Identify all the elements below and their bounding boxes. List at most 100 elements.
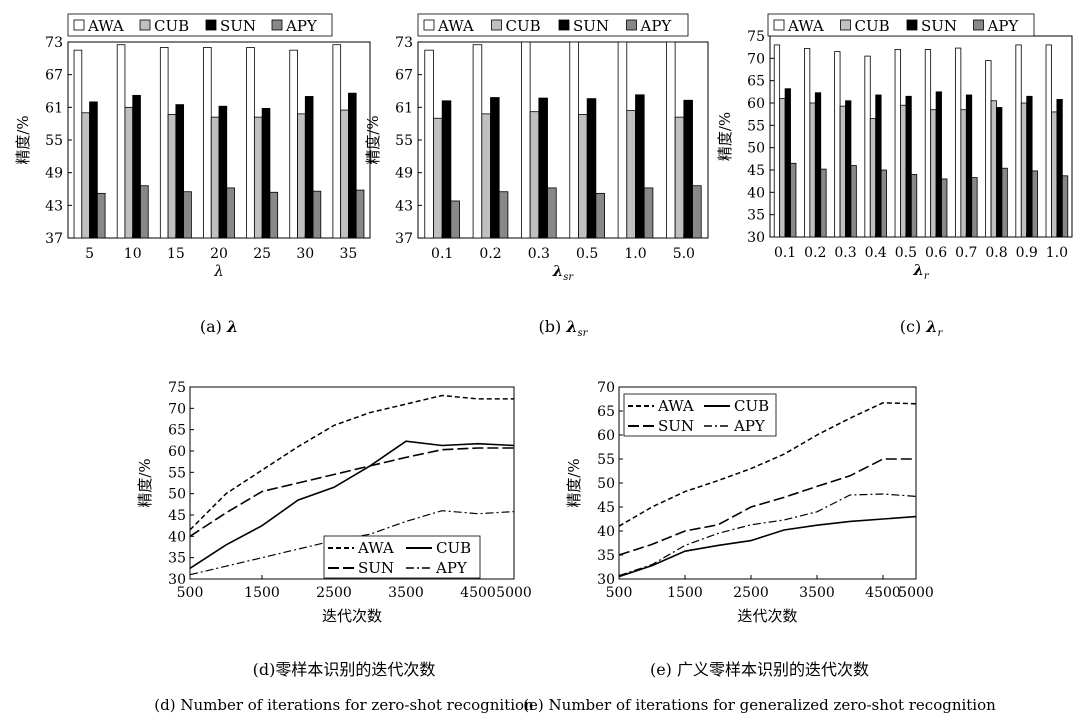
legend-swatch-apy	[626, 19, 637, 31]
legend-label-sun: SUN	[573, 17, 609, 35]
x-tick-label: 0.3	[834, 245, 856, 261]
y-tick-label: 40	[747, 185, 765, 201]
y-tick-label: 55	[597, 452, 615, 468]
legend-frame	[323, 535, 481, 579]
bar-apy	[820, 168, 827, 238]
bar-cub	[626, 110, 636, 239]
y-tick-label: 45	[597, 500, 615, 516]
bar-cub	[990, 100, 997, 238]
x-tick-label: 5000	[898, 585, 934, 601]
series-line-cub	[189, 440, 515, 569]
y-tick-label: 45	[168, 508, 186, 524]
bar-apy	[183, 191, 192, 239]
y-tick-label: 61	[45, 100, 63, 116]
legend-label-apy: APY	[285, 17, 318, 35]
bar-sun	[304, 96, 314, 239]
bar-awa	[955, 47, 962, 238]
bar-sun	[875, 94, 882, 238]
bar-apy	[355, 189, 365, 239]
x-tick-label: 0.9	[1016, 245, 1038, 261]
y-tick-label: 73	[395, 35, 413, 51]
bar-apy	[450, 200, 460, 239]
bar-awa	[894, 49, 901, 238]
x-axis-label: 迭代次数	[322, 607, 382, 625]
bar-cub	[960, 109, 967, 238]
bar-cub	[674, 116, 685, 239]
y-tick-label: 60	[597, 428, 615, 444]
bar-cub	[809, 102, 816, 238]
caption: (a) λ	[200, 317, 238, 336]
x-tick-label: 35	[340, 246, 358, 262]
y-tick-label: 65	[747, 74, 765, 90]
y-tick-label: 40	[597, 524, 615, 540]
chart-c: 30 35 40 45 50 55 60 65 70 75 0.1 0.2 0.3 0.4 0.5 0.6 0.…	[716, 13, 1073, 339]
legend-swatch-apy	[973, 19, 984, 31]
bar-awa	[472, 44, 483, 239]
y-axis-label: 精度/%	[14, 115, 32, 164]
legend: AWA CUB SUN APY	[323, 535, 481, 579]
y-tick-label: 49	[395, 166, 413, 182]
series-line-sun	[189, 447, 514, 537]
legend-label-apy: APY	[733, 417, 766, 435]
bar-cub	[297, 113, 306, 239]
bar-sun	[261, 108, 271, 239]
bar-apy	[1031, 170, 1038, 238]
y-tick-label: 40	[168, 529, 186, 545]
legend-label-awa: AWA	[657, 397, 694, 415]
bar-sun	[89, 101, 98, 239]
bar-apy	[1001, 167, 1008, 238]
caption-en: (d) Number of iterations for zero-shot r…	[154, 696, 534, 714]
legend-label-sun: SUN	[358, 559, 394, 577]
bar-apy	[96, 192, 106, 239]
x-tick-label: 500	[177, 585, 204, 601]
bar-sun	[175, 104, 185, 239]
bar-sun	[490, 97, 500, 239]
legend-label-apy: APY	[435, 559, 468, 577]
bar-sun	[784, 88, 791, 238]
bar-awa	[424, 49, 434, 239]
legend-swatch-awa	[423, 19, 435, 31]
chart-e: 30 35 40 45 50 55 60 65 70 500 1500 2500 3500 4500500…	[523, 380, 996, 714]
legend-label-cub: CUB	[734, 397, 769, 415]
x-axis-label: λr	[912, 261, 930, 282]
legend-swatch-apy	[271, 19, 283, 31]
y-tick-label: 55	[395, 133, 413, 149]
bar-sun	[965, 94, 973, 238]
bar-cub	[1020, 102, 1028, 238]
bar-apy	[910, 174, 918, 238]
x-tick-label: 0.1	[774, 245, 796, 261]
bar-cub	[869, 118, 877, 238]
caption: (c) λr	[900, 317, 944, 339]
legend-label-awa: AWA	[87, 17, 124, 35]
bar-apy	[140, 185, 149, 239]
x-tick-label: 0.8	[985, 245, 1007, 261]
legend-label-awa: AWA	[437, 17, 474, 35]
y-tick-label: 70	[597, 380, 615, 396]
bar-cub	[839, 105, 846, 238]
x-tick-label: 1.0	[624, 246, 646, 262]
legend-swatch-awa	[773, 19, 785, 31]
x-tick-label: 3500	[388, 585, 424, 601]
bar-apy	[692, 185, 702, 239]
legend-label-sun: SUN	[921, 17, 957, 35]
y-tick-label: 50	[747, 141, 765, 157]
bar-apy	[312, 190, 322, 239]
bar-cub	[81, 112, 90, 239]
x-tick-label: 15	[167, 246, 185, 262]
bar-sun	[935, 91, 942, 238]
plot-frame	[189, 386, 515, 580]
bar-awa	[804, 48, 811, 238]
bar-cub	[1051, 111, 1058, 238]
y-tick-label: 50	[597, 476, 615, 492]
x-tick-label: 10	[124, 246, 142, 262]
bar-cub	[124, 106, 134, 239]
x-tick-label: 4500	[460, 585, 496, 601]
y-tick-label: 50	[168, 487, 186, 503]
chart-a: 37 43 49 55 61 67 73 5 10 15 20 25 30 35 λ 精度/% AWA CUB SU…	[14, 13, 371, 336]
legend: AWA CUB SUN APY	[417, 13, 689, 37]
bar-awa	[289, 49, 298, 239]
bar-apy	[226, 187, 235, 239]
y-tick-label: 43	[395, 198, 413, 214]
bar-cub	[779, 98, 786, 238]
